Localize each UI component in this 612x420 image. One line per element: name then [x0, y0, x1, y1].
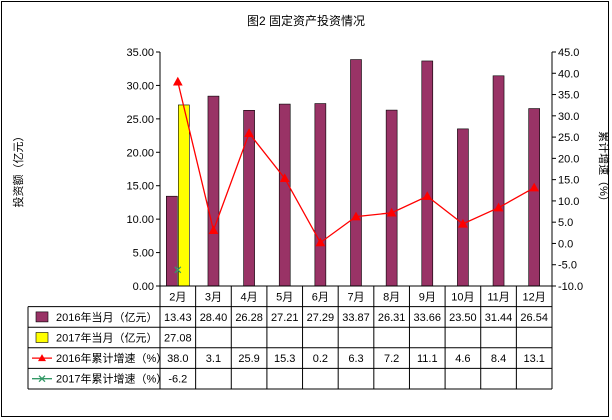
data-label: 13.1	[523, 353, 544, 365]
growth-2016-point-3月	[208, 225, 219, 234]
data-label: 26.31	[378, 312, 406, 324]
right-tick-label: -10.0	[558, 281, 583, 293]
bar-2016-7月	[350, 59, 362, 287]
category-label-2月: 2月	[169, 291, 186, 303]
right-tick-label: 45.0	[558, 47, 579, 59]
left-tick-label: 0.00	[133, 281, 154, 293]
y-axis-title: 投资额（亿元）	[11, 131, 25, 208]
data-label: 13.43	[164, 312, 192, 324]
bar-2017-2月	[178, 104, 190, 287]
bar-2016-10月	[457, 128, 469, 287]
data-label: 0.2	[313, 353, 328, 365]
data-label: 38.0	[167, 353, 188, 365]
legend-key-x2-3	[38, 375, 46, 383]
growth-2016-point-5月	[279, 173, 290, 183]
left-tick-label: 20.00	[126, 147, 154, 159]
data-label: 25.9	[238, 353, 259, 365]
category-label-9月: 9月	[419, 291, 436, 303]
data-label: 8.4	[491, 353, 506, 365]
plot-area: 0.00 5.00 10.00 15.00 20.00 25.00 30.00 35.00 -1…	[11, 47, 611, 293]
data-label: 27.08	[164, 333, 192, 345]
growth-2016-point-4月	[244, 128, 254, 137]
data-label: 27.29	[307, 312, 335, 324]
right-tick-label: 15.0	[558, 175, 579, 187]
data-label: -6.2	[168, 374, 187, 386]
growth-2016-point-11月	[493, 202, 504, 212]
data-label: 27.21	[271, 312, 299, 324]
bar-2016-8月	[385, 109, 398, 287]
legend-key-2	[38, 354, 46, 362]
category-label-11月: 11月	[487, 291, 509, 303]
right-tick-label: 10.0	[558, 196, 579, 208]
data-label: 7.2	[384, 353, 399, 365]
category-label-10月: 10月	[451, 291, 474, 303]
left-tick-label: 10.00	[126, 214, 154, 226]
right-tick-label: 0.0	[558, 238, 573, 250]
bar-2016-3月	[207, 95, 220, 287]
data-label: 3.1	[206, 353, 221, 365]
bar-2016-9月	[421, 60, 434, 287]
growth-2016-point-7月	[351, 211, 361, 221]
series-name-1: 2017年当月（亿元）	[56, 331, 157, 345]
category-label-12月: 12月	[523, 291, 546, 303]
data-label: 28.40	[200, 312, 228, 324]
data-label: 33.87	[342, 312, 370, 324]
data-label: 26.28	[235, 312, 263, 324]
category-label-4月: 4月	[241, 291, 258, 303]
series-name-2: 2016年累计增速（%）	[56, 351, 167, 365]
series-name-3: 2017年累计增速（%）	[56, 372, 167, 386]
left-tick-label: 35.00	[126, 47, 154, 59]
bar-2016-5月	[278, 103, 291, 287]
growth-2016-point-9月	[422, 191, 433, 200]
data-label: 15.3	[274, 353, 295, 365]
data-label: 33.66	[414, 312, 442, 324]
right-tick-label: 25.0	[558, 132, 579, 144]
right-tick-label: 30.0	[558, 111, 579, 123]
chart-title: 图2 固定资产投资情况	[247, 13, 365, 28]
bar-2016-6月	[314, 103, 327, 287]
data-label: 6.3	[348, 353, 363, 365]
legend-key-1	[35, 332, 49, 343]
data-table: 2月 3月 4月 5月 6月 7月 8月 9月 10月 11月 12月 2016年当月（亿元） 13.4…	[27, 285, 553, 390]
growth-2017-point-2月	[174, 266, 182, 274]
series-name-0: 2016年当月（亿元）	[56, 310, 157, 324]
growth-2016-point-10月	[458, 218, 468, 228]
data-label: 4.6	[455, 353, 470, 365]
legend-key-0	[35, 311, 49, 323]
growth-2016-point-12月	[529, 182, 540, 192]
right-tick-label: 5.0	[558, 217, 573, 229]
right-tick-label: 40.0	[558, 68, 579, 80]
left-tick-label: 25.00	[126, 114, 154, 126]
left-tick-label: 15.00	[126, 181, 154, 193]
category-label-5月: 5月	[276, 291, 293, 303]
right-tick-label: -5.0	[558, 260, 577, 272]
y2-axis-title: 累计增速（%）	[597, 131, 611, 207]
right-tick-label: 35.0	[558, 90, 579, 102]
growth-2016-point-8月	[386, 207, 397, 217]
bar-2016-11月	[492, 75, 505, 287]
data-label: 23.50	[449, 312, 477, 324]
category-label-8月: 8月	[383, 291, 400, 303]
data-label: 31.44	[485, 312, 513, 324]
category-label-7月: 7月	[347, 291, 364, 303]
data-label: 26.54	[520, 312, 548, 324]
growth-2016-point-2月	[172, 76, 183, 86]
bar-2016-12月	[528, 108, 540, 287]
category-label-6月: 6月	[312, 291, 329, 303]
right-tick-label: 20.0	[558, 153, 579, 165]
data-label: 11.1	[417, 353, 438, 365]
category-label-3月: 3月	[205, 291, 222, 303]
growth-2016-point-6月	[315, 237, 326, 247]
left-tick-label: 30.00	[126, 80, 154, 92]
left-tick-label: 5.00	[133, 248, 154, 260]
